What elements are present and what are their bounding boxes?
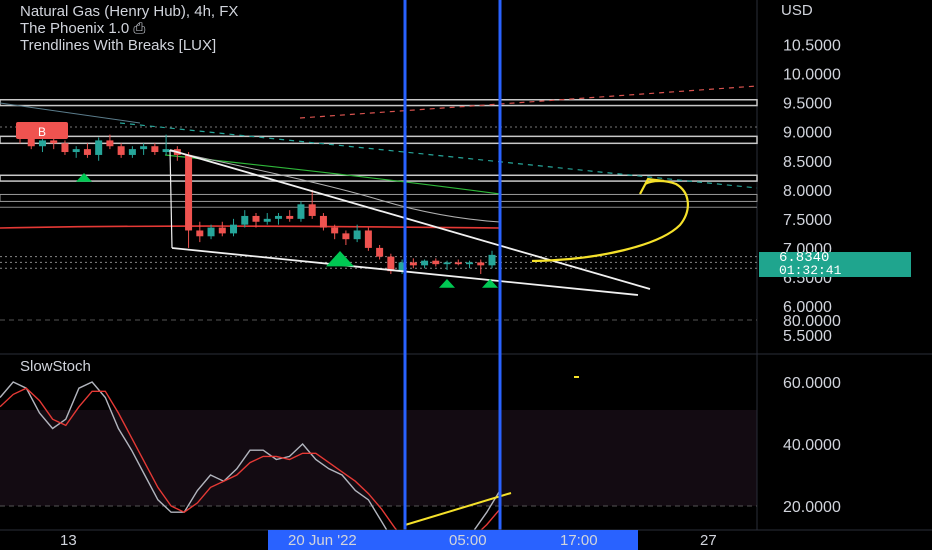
zone-box-2 xyxy=(0,135,758,145)
red-moving-average xyxy=(0,225,501,229)
time-highlight-bar xyxy=(268,530,638,550)
candle-body xyxy=(387,256,395,272)
stoch-tick-label: 20.0000 xyxy=(783,499,841,516)
teal-trendline xyxy=(0,102,141,124)
price-tick-label: 5.5000 xyxy=(783,328,832,345)
annotation-curve xyxy=(531,179,689,263)
time-label-1700: 17:00 xyxy=(560,532,598,549)
candle-body xyxy=(140,146,148,150)
candle-body xyxy=(409,262,417,266)
buy-label-text: B xyxy=(38,125,46,139)
symbol-title: Natural Gas (Henry Hub), 4h, FX xyxy=(20,3,239,20)
zone-box-4 xyxy=(0,193,758,202)
price-tick-label: 8.0000 xyxy=(783,183,832,200)
time-label-date: 20 Jun '22 xyxy=(288,532,357,549)
candle-body xyxy=(106,140,114,147)
candle-body xyxy=(319,215,327,228)
buy-signal-triangle xyxy=(439,279,455,288)
candle-body xyxy=(263,218,271,222)
candle-body xyxy=(353,230,361,240)
candle-body xyxy=(162,149,170,153)
wedge-edge xyxy=(169,149,173,249)
buy-signal-triangle xyxy=(326,251,354,267)
candle-body xyxy=(185,154,193,231)
candle-body xyxy=(364,230,372,248)
candle-body xyxy=(488,254,496,266)
candle-body xyxy=(331,227,339,234)
candle-body xyxy=(230,224,238,234)
price-tick-label: 7.5000 xyxy=(783,212,832,229)
candle-body xyxy=(443,262,451,265)
stoch-tick-label: 80.0000 xyxy=(783,313,841,330)
candle-body xyxy=(83,149,91,155)
candle-body xyxy=(218,227,226,234)
candle-body xyxy=(151,146,159,153)
candle-body xyxy=(297,204,305,219)
time-label-13: 13 xyxy=(60,532,77,549)
candle-body xyxy=(421,260,429,266)
stoch-band xyxy=(0,410,757,506)
price-tick-label: 9.0000 xyxy=(783,125,832,142)
candle-body xyxy=(376,247,384,257)
countdown-badge: 01:32:41 xyxy=(759,264,911,277)
candle-body xyxy=(128,149,136,155)
indicator-trendlines-label[interactable]: Trendlines With Breaks [LUX] xyxy=(20,37,217,54)
candle-body xyxy=(196,230,204,237)
candle-body xyxy=(477,262,485,266)
candle-body xyxy=(274,215,282,219)
price-tick-label: 10.5000 xyxy=(783,38,841,55)
stoch-k-line xyxy=(0,381,501,550)
candle-body xyxy=(72,149,80,153)
candle-body xyxy=(241,215,249,225)
candle-body xyxy=(342,233,350,240)
zone-box-1 xyxy=(0,98,758,107)
candle-body xyxy=(207,227,215,237)
current-price-badge: 6.8340 xyxy=(759,251,911,265)
divergence-line xyxy=(404,492,512,526)
stoch-tick-label: 40.0000 xyxy=(783,437,841,454)
gray-moving-average xyxy=(164,149,501,223)
candle-body xyxy=(398,262,406,272)
time-label-27: 27 xyxy=(700,532,717,549)
price-tick-label: 6.0000 xyxy=(783,299,832,316)
stoch-tick-label: 60.0000 xyxy=(783,375,841,392)
price-tick-label: 8.5000 xyxy=(783,154,832,171)
candle-body xyxy=(466,262,474,265)
time-label-0500: 05:00 xyxy=(449,532,487,549)
candle-body xyxy=(432,260,440,265)
buy-label-box xyxy=(16,122,68,139)
indicator-phoenix-label[interactable]: The Phoenix 1.0 ⎙ xyxy=(20,20,146,37)
annotation-arrowhead xyxy=(639,177,665,195)
dashed-teal-projection xyxy=(119,122,758,189)
candle-body xyxy=(308,204,316,216)
price-tick-label: 9.5000 xyxy=(783,96,832,113)
candle-body xyxy=(252,215,260,222)
candle-body xyxy=(61,143,69,153)
candle-body xyxy=(38,140,46,147)
buy-signal-triangle xyxy=(482,279,498,288)
candle-body xyxy=(117,146,125,155)
currency-label: USD xyxy=(781,2,813,19)
upper-trendline xyxy=(169,149,651,290)
candle-body xyxy=(50,140,58,144)
buy-signal-triangle xyxy=(76,173,92,182)
zone-box-3 xyxy=(0,174,758,182)
candle-body xyxy=(454,262,462,265)
dashed-red-projection xyxy=(299,85,758,119)
slowstoch-label[interactable]: SlowStoch xyxy=(20,358,91,375)
candle-body xyxy=(95,140,103,155)
candle-body xyxy=(27,134,35,147)
candle-body xyxy=(286,215,294,219)
price-tick-label: 10.0000 xyxy=(783,67,841,84)
